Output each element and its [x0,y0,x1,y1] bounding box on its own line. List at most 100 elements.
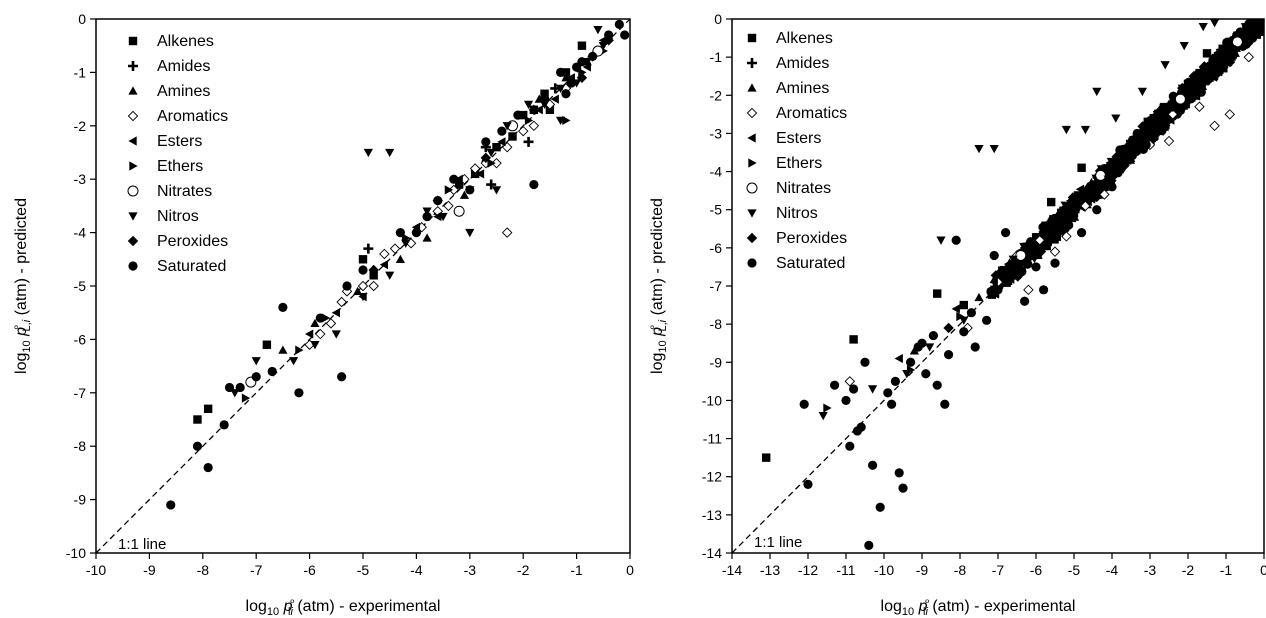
point-alkenes [369,271,378,280]
point-nitros [486,148,496,158]
legend-label-esters: Esters [776,130,821,147]
x-tick-label: -8 [197,562,210,578]
dense-point [1050,226,1060,236]
y-tick-label: -8 [74,438,87,454]
x-tick-label: 0 [1260,562,1266,578]
point-saturated [845,441,855,451]
axis-label-part: (atm) - predicted [13,198,30,320]
point-saturated [572,62,582,72]
point-aromatics [448,184,460,196]
point-saturated [1107,182,1117,192]
point-esters [582,62,591,72]
point-nitros [959,316,969,325]
point-nitros [1198,22,1208,32]
point-saturated [849,384,859,394]
point-saturated [166,500,176,510]
point-saturated [513,110,523,120]
dense-point [1027,251,1037,261]
dense-point [1067,213,1077,223]
legend-marker-ethers [748,158,757,168]
point-saturated [267,366,277,377]
dense-point [1256,7,1264,15]
point-nitros [401,239,411,248]
point-saturated [940,399,950,409]
point-saturated [830,380,840,390]
point-saturated [1020,296,1030,306]
point-esters [1103,163,1112,173]
axis-label-part: L, [21,322,33,331]
x-tick-label: -5 [1068,562,1081,578]
point-esters [894,353,903,364]
legend-label-amines: Amines [157,83,210,100]
point-nitros [385,148,395,158]
dense-point [1017,260,1027,269]
point-saturated [1191,83,1201,93]
legend-label-nitrates: Nitrates [776,180,831,197]
axis-label-part: p [279,598,292,615]
point-nitros [593,26,603,35]
point-aromatics [336,296,347,308]
point-saturated [192,441,203,451]
point-nitrates [1174,93,1186,105]
axis-label-part: log [13,353,30,374]
point-alkenes [1183,79,1193,89]
x-tick-label: -2 [1182,562,1195,578]
dense-point [1191,91,1200,100]
point-alkenes [508,132,517,141]
point-saturated [555,67,566,77]
legend-label-saturated: Saturated [776,255,845,272]
x-tick-label: -9 [916,562,929,578]
dense-point [1238,40,1248,49]
legend-label-amines: Amines [776,80,829,97]
point-saturated [966,308,977,318]
point-saturated [1050,258,1060,268]
point-saturated [411,228,421,238]
point-aromatics [443,200,454,212]
point-saturated [497,126,507,136]
point-saturated [1141,140,1151,150]
legend-label-nitros: Nitros [157,208,199,225]
point-nitros [555,116,566,126]
point-saturated [337,372,347,382]
point-saturated [1061,205,1071,215]
x-tick-label: -10 [86,562,106,578]
axis-label-part: (atm) - predicted [649,198,666,320]
dense-point [1057,208,1066,218]
point-saturated [959,327,969,337]
axis-label-part: i [925,606,928,618]
point-aromatics [517,125,529,137]
point-alkenes [1077,163,1086,172]
y-tick-label: -2 [74,118,87,134]
point-nitros [1061,125,1071,135]
point-peroxides [528,104,540,115]
y-tick-label: -7 [74,385,87,401]
y-tick-label: -1 [710,49,723,65]
point-nitros [555,84,566,94]
point-saturated [433,195,443,206]
point-amines [459,190,470,199]
point-esters [331,308,340,318]
x-axis-label: log10 p∘ li (atm) - experimental [246,594,441,618]
point-nitrates [453,205,465,217]
point-esters [497,137,506,147]
legend-marker-alkenes [747,33,757,43]
point-ethers [1157,113,1166,123]
point-nitros [1080,125,1090,135]
dense-point [1240,23,1250,32]
y-tick-label: -9 [710,354,723,370]
point-peroxides [1167,101,1178,112]
point-saturated [1027,239,1037,249]
point-saturated [982,315,992,325]
x-tick-label: -3 [464,562,477,578]
point-saturated [358,265,368,275]
point-saturated [315,313,325,323]
legend-label-alkenes: Alkenes [157,33,214,50]
point-alkenes [577,41,587,50]
point-nitros [502,122,512,131]
dense-point [1196,81,1206,90]
point-peroxides [1110,158,1121,170]
point-aromatics [1224,109,1236,120]
point-alkenes [1225,37,1234,47]
dense-point [990,270,1002,281]
point-aromatics [491,157,502,169]
